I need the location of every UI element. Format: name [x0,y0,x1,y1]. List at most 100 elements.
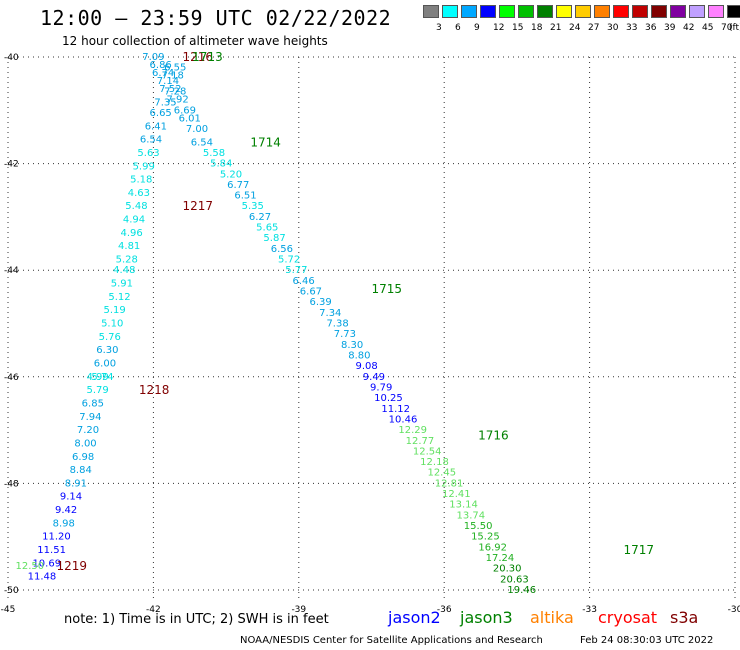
swh-value-label: 7.18 [162,71,184,82]
swh-value-label: 7.14 [157,76,179,87]
swh-value-label: 20.63 [500,574,529,585]
swh-value-label: 5.63 [137,148,159,159]
swh-value-label: 5.12 [108,292,130,303]
color-scale-swatch [518,5,534,18]
swh-value-label: 9.08 [356,361,378,372]
swh-value-label: 6.27 [249,212,271,223]
swh-value-label: 10.46 [389,414,418,425]
swh-value-label: 20.30 [493,564,522,575]
swh-value-label: 7.38 [326,319,348,330]
satellite-name: s3a [670,608,699,627]
x-tick-label: -39 [291,605,306,615]
swh-value-label: 6.85 [82,398,104,409]
swh-value-label: 6.51 [234,191,256,202]
color-scale-swatch [689,5,705,18]
swh-value-label: 8.30 [341,340,363,351]
color-scale-tick: 18 [531,23,543,33]
swh-value-label: 7.28 [164,87,186,98]
swh-value-label: 5.87 [263,233,285,244]
swh-value-label: 12.41 [442,489,471,500]
swh-value-label: 12.29 [398,425,427,436]
color-scale-swatch [632,5,648,18]
swh-value-label: 4.81 [118,241,140,252]
pass-number-label: 1218 [139,383,170,397]
swh-value-label: 12.54 [413,446,442,457]
swh-value-label: 6.41 [145,121,167,132]
y-tick-label: -42 [4,160,19,170]
chart-subtitle: 12 hour collection of altimeter wave hei… [62,34,328,48]
color-scale-swatch [594,5,610,18]
swh-value-label: 5.35 [242,201,264,212]
swh-value-label: 6.65 [150,108,172,119]
color-scale-swatch [499,5,515,18]
swh-value-label: 17.24 [486,553,515,564]
swh-value-label: 6.30 [96,345,118,356]
color-scale-tick: 9 [474,23,480,33]
x-tick-label: -30 [728,605,740,615]
swh-value-label: 5.10 [101,319,123,330]
swh-value-label: 7.34 [319,308,341,319]
swh-value-label: 5.19 [103,305,125,316]
swh-value-label: 15.50 [464,521,493,532]
color-scale-swatch [423,5,439,18]
swh-value-label: 5.99 [133,161,155,172]
color-scale-swatch [613,5,629,18]
swh-value-label: 4.94 [123,215,145,226]
swh-value-label: 9.42 [55,505,77,516]
swh-value-label: 5.91 [111,279,133,290]
color-scale-tick: 30 [607,23,619,33]
color-scale-tick: 21 [550,23,562,33]
swh-value-label: 5.76 [99,332,121,343]
swh-value-label: 12.18 [420,457,449,468]
color-scale-tick: 36 [645,23,657,33]
swh-value-label: 11.48 [28,572,57,583]
swh-value-label: 5.72 [278,255,300,266]
color-scale-swatch [442,5,458,18]
swh-value-label: 6.77 [227,180,249,191]
swh-value-label: 4.48 [113,265,135,276]
swh-value-label: 6.00 [94,358,116,369]
swh-value-label: 10.25 [374,393,403,404]
swh-value-label: 12.45 [427,468,456,479]
swh-value-label: 12.77 [406,436,435,447]
color-scale-swatch [727,5,740,18]
swh-value-label: 8.84 [70,465,92,476]
swh-value-label: 6.69 [174,105,196,116]
color-scale-tick: 24 [569,23,581,33]
swh-value-label: 8.98 [53,518,75,529]
x-tick-label: -42 [146,605,161,615]
swh-value-label: 5.65 [256,223,278,234]
swh-value-label: 6.98 [72,452,94,463]
swh-value-label: 7.94 [79,412,101,423]
swh-value-label: 7.20 [77,425,99,436]
swh-value-label: 5.48 [125,201,147,212]
swh-value-label: 5.74 [91,372,113,383]
swh-value-label: 6.67 [300,287,322,298]
pass-number-label: 1715 [372,282,403,296]
color-scale-swatch [575,5,591,18]
y-tick-label: -50 [4,586,19,596]
swh-value-label: 12.50 [15,561,44,572]
swh-value-label: 19.46 [507,585,536,596]
swh-value-label: 6.55 [164,63,186,74]
pass-number-label: 1716 [478,428,509,442]
swh-value-label: 6.39 [309,297,331,308]
color-scale-swatch [556,5,572,18]
swh-value-label: 5.20 [220,169,242,180]
swh-value-label: 7.73 [334,329,356,340]
pass-number-label: 1217 [182,199,213,213]
satellite-name: jason3 [460,608,513,627]
y-tick-label: -44 [4,266,19,276]
swh-value-label: 8.91 [65,478,87,489]
swh-value-label: 10.69 [32,558,61,569]
pass-number-label: 1714 [250,135,281,149]
pass-number-label: 1717 [624,543,655,557]
legend-unit-label: (ft) [729,23,740,33]
swh-value-label: 7.52 [159,84,181,95]
swh-value-label: 5.79 [87,385,109,396]
swh-value-label: 5.58 [203,148,225,159]
credit-text: NOAA/NESDIS Center for Satellite Applica… [240,635,543,646]
swh-value-label: 8.80 [348,350,370,361]
swh-value-label: 9.14 [60,492,82,503]
